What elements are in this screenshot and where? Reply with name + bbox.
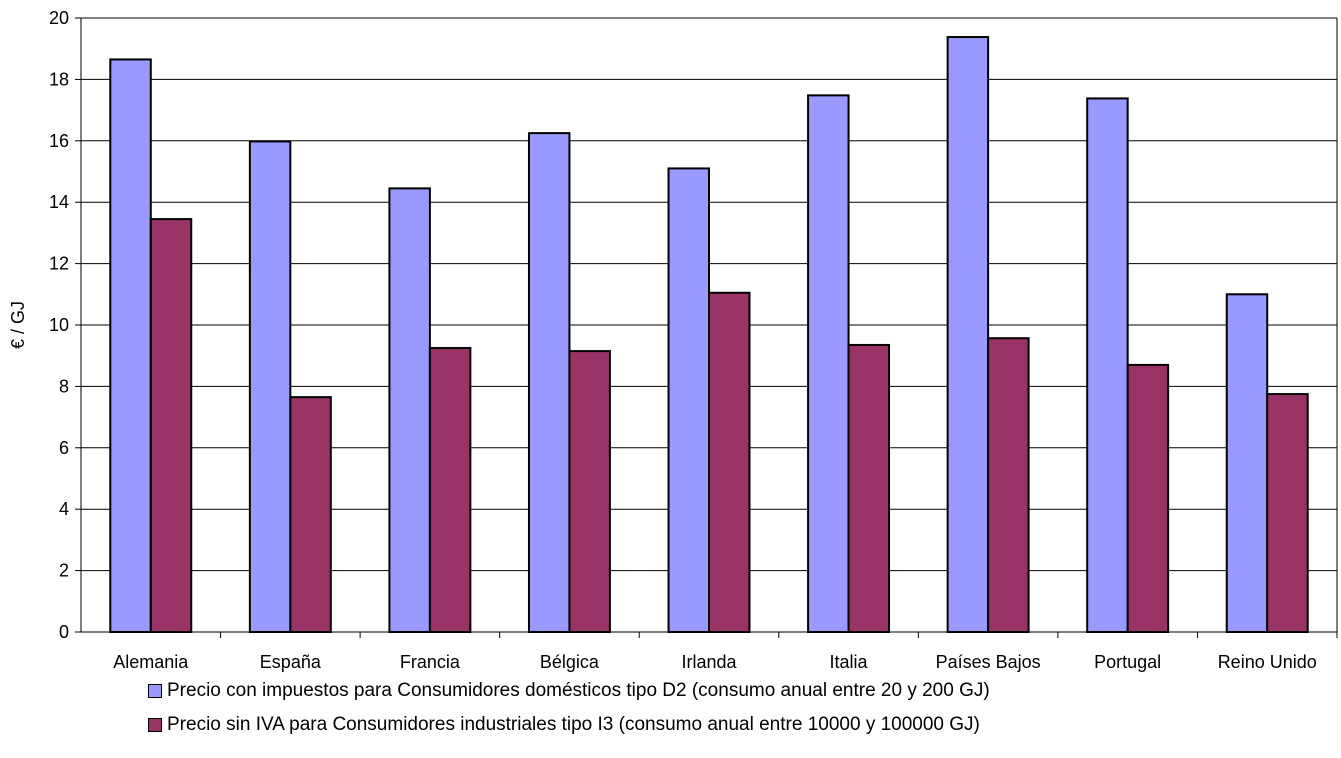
y-tick-label: 20 [49, 8, 69, 28]
bar-2-francia [428, 347, 472, 633]
axes [75, 17, 1338, 638]
bar-1-irlanda [667, 167, 710, 633]
bar-2-alemania [149, 218, 193, 634]
y-tick-label: 2 [59, 561, 69, 581]
bar-2-reino-unido [1266, 393, 1309, 634]
x-tick-label: Portugal [1094, 652, 1161, 672]
y-tick-label: 14 [49, 192, 69, 212]
x-tick-label: Alemania [113, 652, 189, 672]
y-axis-label: € / GJ [8, 301, 28, 349]
y-tick-label: 0 [59, 622, 69, 642]
legend-label-2: Precio sin IVA para Consumidores industr… [167, 714, 980, 735]
y-tick-label: 4 [59, 499, 69, 519]
x-tick-labels: Alemania España Francia Bélgica Irlanda Itali… [113, 652, 1316, 672]
bar-1-portugal [1086, 97, 1129, 633]
legend: Precio con impuestos para Consumidores d… [148, 674, 990, 742]
x-tick-label: Países Bajos [936, 652, 1041, 672]
x-tick-label: Francia [400, 652, 461, 672]
x-tick-label: España [260, 652, 322, 672]
x-tick-label: Irlanda [681, 652, 737, 672]
bar-1-bélgica [527, 132, 571, 633]
bar-1-reino-unido [1225, 293, 1269, 633]
bar-1-españa [248, 140, 292, 633]
legend-label-1: Precio con impuestos para Consumidores d… [167, 680, 990, 701]
bar-2-irlanda [708, 291, 751, 633]
x-tick-label: Reino Unido [1218, 652, 1317, 672]
y-tick-label: 10 [49, 315, 69, 335]
legend-swatch-2 [148, 718, 162, 732]
bar-1-francia [388, 187, 431, 633]
y-tick-label: 18 [49, 69, 69, 89]
y-tick-labels: 0 2 4 6 8 10 12 14 16 18 20 [49, 8, 69, 642]
bar-2-españa [289, 396, 332, 633]
y-tick-label: 16 [49, 131, 69, 151]
bars [109, 36, 1309, 634]
bar-2-portugal [1126, 363, 1170, 633]
y-tick-label: 12 [49, 254, 69, 274]
x-tick-label: Italia [830, 652, 869, 672]
bar-1-italia [807, 94, 850, 633]
bar-1-países-bajos [946, 36, 990, 634]
bar-1-alemania [109, 58, 152, 633]
legend-item-1: Precio con impuestos para Consumidores d… [148, 674, 990, 708]
x-tick-label: Bélgica [540, 652, 600, 672]
y-tick-label: 8 [59, 376, 69, 396]
legend-swatch-1 [148, 684, 162, 698]
bar-2-bélgica [568, 350, 611, 633]
bar-2-italia [847, 343, 891, 633]
y-tick-label: 6 [59, 438, 69, 458]
legend-item-2: Precio sin IVA para Consumidores industr… [148, 708, 990, 742]
bar-2-países-bajos [987, 337, 1030, 633]
